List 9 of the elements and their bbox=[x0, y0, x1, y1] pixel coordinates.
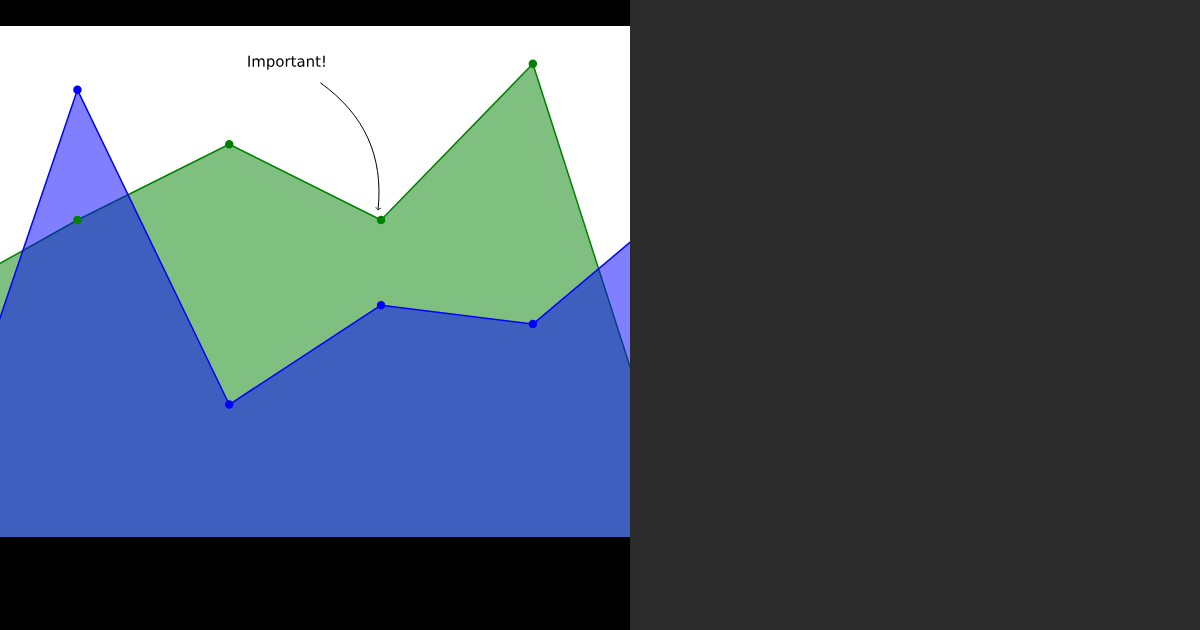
point bbox=[225, 140, 234, 149]
point bbox=[73, 85, 82, 95]
point bbox=[376, 300, 386, 310]
point bbox=[73, 215, 82, 225]
point bbox=[376, 215, 386, 225]
point bbox=[225, 400, 234, 409]
annotation: Important! bbox=[248, 55, 325, 70]
point bbox=[528, 59, 538, 69]
point bbox=[528, 319, 538, 329]
